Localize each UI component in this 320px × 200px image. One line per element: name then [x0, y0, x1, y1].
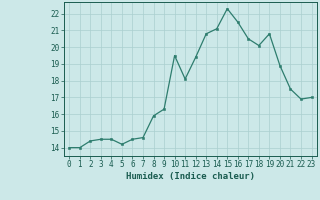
X-axis label: Humidex (Indice chaleur): Humidex (Indice chaleur) [126, 172, 255, 181]
